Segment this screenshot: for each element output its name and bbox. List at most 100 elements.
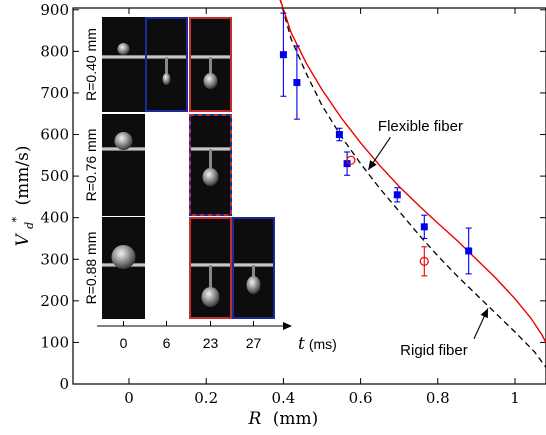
y-tick-label: 800	[40, 42, 69, 60]
y-axis-label: V d * (mm/s)	[5, 145, 38, 246]
data-points	[279, 12, 473, 277]
frame-border	[189, 17, 232, 112]
flexible-data-point	[335, 127, 343, 142]
inset-row-label: R=0.40 mm	[83, 28, 99, 101]
water-drop	[114, 132, 133, 150]
flexible-data-point	[420, 214, 428, 240]
annotations: Flexible fiber Rigid fiber	[367, 118, 489, 359]
y-tick-label: 0	[59, 375, 69, 393]
inset-row: R=0.76 mm	[83, 114, 232, 216]
x-axis-symbol: R	[248, 409, 262, 429]
frame-border	[145, 17, 188, 112]
inset-time-axis: 0 6 23 27 t (ms)	[97, 321, 337, 354]
water-drop	[111, 245, 136, 269]
frame-background	[102, 114, 145, 216]
time-tick-label: 23	[203, 335, 219, 351]
inset-row: R=0.40 mm	[83, 17, 232, 112]
time-tick-label: 6	[163, 335, 171, 351]
square-marker	[279, 51, 287, 59]
circle-marker	[346, 155, 356, 165]
inset-frame	[189, 17, 232, 112]
x-tick-label: 0.6	[349, 389, 373, 407]
x-tick-label: 0	[124, 389, 134, 407]
rigid-fiber-annotation: Rigid fiber	[400, 308, 489, 359]
square-marker	[293, 79, 301, 87]
inset-frame	[102, 17, 145, 112]
drop-neck	[209, 57, 212, 75]
frame-border	[189, 217, 232, 319]
rigid-data-point	[346, 155, 356, 165]
y-axis-subscript: d	[23, 222, 36, 229]
y-axis-unit: (mm/s)	[13, 145, 33, 205]
inset-photo-sequence: R=0.40 mm R=0.76 mm R=0.88 mm 0 6 23 27 t (ms)	[83, 17, 337, 354]
inset-row-label: R=0.88 mm	[83, 232, 99, 305]
flexible-data-point	[279, 12, 287, 97]
inset-frame	[102, 114, 145, 216]
annotation-text: Rigid fiber	[400, 342, 468, 359]
inset-row-label: R=0.76 mm	[83, 129, 99, 202]
annotation-arrowhead	[480, 308, 488, 319]
x-tick-label: 0.4	[271, 389, 295, 407]
y-axis-symbol: V	[13, 233, 33, 247]
frame-border-blue	[189, 114, 232, 216]
time-axis-symbol: t	[298, 334, 305, 354]
water-drop	[117, 43, 130, 55]
flexible-data-point	[293, 45, 301, 120]
inset-frame	[232, 217, 275, 319]
x-tick-label: 0.8	[426, 389, 450, 407]
time-tick-label: 0	[120, 335, 128, 351]
water-drop	[162, 73, 171, 85]
square-marker	[343, 160, 351, 168]
annotation-arrowhead	[368, 160, 377, 170]
square-marker	[335, 131, 343, 139]
inset-row: R=0.88 mm	[83, 217, 275, 319]
time-tick-label: 27	[246, 335, 262, 351]
flexible-fiber-annotation: Flexible fiber	[367, 118, 463, 171]
y-tick-label: 600	[40, 126, 69, 144]
x-tick-label: 1	[510, 389, 520, 407]
inset-frame	[102, 217, 145, 319]
x-axis-unit: (mm)	[273, 409, 319, 429]
water-drop	[202, 168, 219, 186]
y-tick-label: 400	[40, 209, 69, 227]
rigid-data-point	[419, 246, 429, 277]
y-tick-label: 500	[40, 167, 69, 185]
rigid-fiber-curve	[279, 0, 546, 368]
x-axis-ticks: 0 0.2 0.4 0.6 0.8 1	[124, 8, 520, 407]
x-axis-label: R (mm)	[248, 409, 319, 429]
y-axis-superscript: *	[10, 216, 23, 222]
square-marker	[465, 247, 473, 255]
y-axis-ticks: 0 100 200 300 400 500 600 700 800 900	[40, 1, 546, 393]
drop-neck	[165, 57, 168, 75]
time-axis-unit: (ms)	[309, 336, 337, 352]
water-drop	[246, 276, 261, 294]
drop-neck	[209, 265, 212, 289]
flexible-data-point	[465, 227, 473, 275]
flexible-fiber-curve	[279, 0, 546, 343]
y-tick-label: 700	[40, 84, 69, 102]
frame-background	[102, 17, 145, 112]
flexible-data-point	[343, 151, 351, 176]
drop-neck	[209, 149, 212, 170]
inset-frame	[145, 17, 188, 112]
water-drop	[203, 73, 218, 89]
y-tick-label: 300	[40, 250, 69, 268]
water-drop	[201, 287, 220, 307]
x-tick-label: 0.2	[194, 389, 218, 407]
time-axis-arrowhead	[283, 322, 292, 330]
flexible-data-point	[393, 187, 401, 203]
annotation-text: Flexible fiber	[378, 118, 463, 135]
inset-frame	[189, 217, 232, 319]
inset-frame	[189, 114, 232, 216]
square-marker	[420, 223, 428, 231]
frame-border	[232, 217, 275, 319]
y-tick-label: 100	[40, 333, 69, 351]
circle-marker	[419, 256, 429, 266]
fiber	[102, 55, 145, 59]
square-marker	[393, 191, 401, 199]
y-tick-label: 900	[40, 1, 69, 19]
time-axis-label: t (ms)	[298, 334, 337, 354]
drop-neck	[252, 265, 255, 278]
axes-frame	[72, 7, 546, 385]
